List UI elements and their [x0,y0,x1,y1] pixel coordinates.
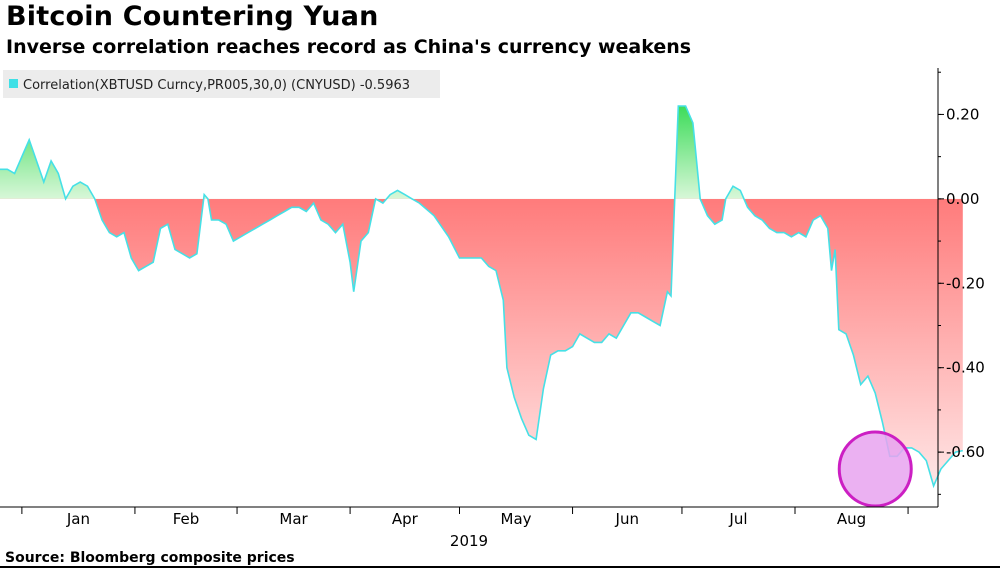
x-tick-label: Feb [173,510,200,528]
y-tick-label: -0.60 [946,443,985,461]
correlation-line [0,105,963,489]
x-tick-labels: Jan Feb Mar Apr May Jun Jul Aug [66,510,866,528]
x-ticks [21,507,909,514]
y-tick-label: -0.40 [946,359,985,377]
x-tick-label: Mar [279,510,308,528]
x-tick-label: Jul [728,510,747,528]
y-tick-label: 0.00 [946,190,979,208]
legend-swatch [9,79,18,88]
axes: 0.200.00-0.20-0.40-0.60 Jan Feb Mar Apr May J… [0,68,985,550]
x-tick-label: Apr [392,510,419,528]
chart-subtitle: Inverse correlation reaches record as Ch… [6,36,692,58]
x-tick-label: Jan [66,510,90,528]
x-tick-label: May [501,510,532,528]
area-group [0,105,963,489]
x-tick-label: Jun [615,510,639,528]
y-tick-label: -0.20 [946,274,985,292]
y-ticks: 0.20 0.00 -0.20 -0.40 -0.60 [938,71,985,495]
y-tick-label: 0.20 [946,105,979,123]
x-tick-label: Aug [837,510,866,528]
chart-title: Bitcoin Countering Yuan [6,1,379,32]
bottom-rule [0,566,1000,568]
legend: Correlation(XBTUSD Curncy,PR005,30,0) (C… [3,70,440,98]
legend-label: Correlation(XBTUSD Curncy,PR005,30,0) (C… [23,78,410,93]
year-label: 2019 [450,532,488,550]
negative-area [0,198,963,486]
positive-area [0,106,744,199]
legend-background [3,70,440,98]
source-note: Source: Bloomberg composite prices [5,550,295,566]
highlight-circle [837,430,913,508]
